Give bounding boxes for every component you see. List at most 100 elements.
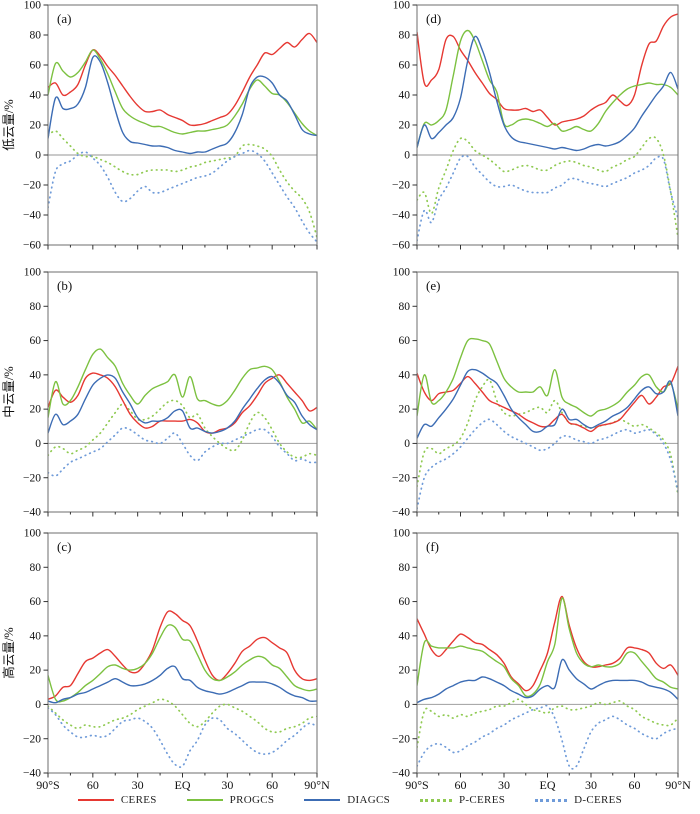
x-tick-label: 90°N: [665, 778, 691, 792]
legend-line-progcs-icon: [186, 799, 223, 801]
panel-label-f: (f): [426, 539, 439, 554]
x-tick-label: EQ: [175, 778, 191, 792]
legend-label-progcs: PROGCS: [229, 794, 275, 806]
legend-dots-p-ceres-icon: [420, 798, 453, 802]
panel-a-frame: [47, 4, 318, 246]
y-tick-label: 100: [24, 528, 42, 540]
legend-label-diagcs: DIAGCS: [347, 794, 391, 806]
y-tick-label: 60: [30, 60, 42, 72]
legend-item-ceres: CERES: [77, 794, 157, 806]
panel-c-series-ceres: [48, 610, 317, 700]
y-tick-label: −60: [23, 240, 41, 252]
panel-f-series-d-ceres: [417, 704, 678, 770]
y-tick-label: −40: [392, 768, 410, 780]
y-axis-title-a: 低云量/%: [2, 99, 16, 150]
panel-d-series-d-ceres: [417, 154, 678, 242]
legend-label-d-ceres: D-CERES: [574, 794, 623, 806]
y-tick-label: 80: [30, 301, 42, 313]
panel-e-frame: [416, 271, 679, 513]
x-tick-label: 60: [455, 778, 467, 792]
y-tick-label: 40: [399, 90, 411, 102]
y-tick-label: 60: [399, 335, 411, 347]
panel-f-series-diagcs: [417, 658, 678, 704]
legend-line-diagcs-icon: [304, 799, 341, 801]
y-tick-label: 60: [30, 596, 42, 608]
y-tick-label: −20: [23, 180, 41, 192]
x-tick-label: 30: [132, 778, 144, 792]
y-tick-label: 0: [404, 699, 410, 711]
panel-e-series-p-ceres: [417, 378, 678, 496]
y-tick-label: 100: [393, 528, 411, 540]
panel-label-e: (e): [426, 278, 440, 293]
y-tick-label: −20: [23, 733, 41, 745]
y-tick-label: 40: [399, 369, 411, 381]
y-tick-label: −20: [23, 472, 41, 484]
y-tick-label: 60: [399, 60, 411, 72]
y-tick-label: 100: [24, 267, 42, 279]
y-tick-label: 80: [30, 30, 42, 42]
legend-dots-d-ceres-icon: [535, 798, 568, 802]
panel-a-series-diagcs: [48, 55, 317, 155]
x-tick-label: 30: [221, 778, 233, 792]
chart-canvas: 100 80 60 40 20 0 −20 −40 −60 (a) 低云量/% 100 80 60 40 20…: [1, 0, 691, 792]
panel-e-series-group: [417, 337, 678, 510]
y-tick-label: 80: [399, 301, 411, 313]
panel-d-series-progcs: [417, 29, 678, 148]
panel-c-frame: [47, 532, 318, 774]
y-tick-label: 40: [399, 630, 411, 642]
panel-b-series-ceres: [48, 372, 317, 434]
y-tick-label: 20: [399, 120, 411, 132]
y-tick-label: −60: [392, 240, 410, 252]
panel-a-series-p-ceres: [48, 130, 317, 239]
y-tick-label: 40: [30, 369, 42, 381]
x-tick-label: 60: [266, 778, 278, 792]
y-axis-title-c: 高云量/%: [1, 627, 16, 678]
x-tick-label: 60: [629, 778, 641, 792]
y-tick-label: −20: [392, 180, 410, 192]
y-tick-label: 20: [30, 665, 42, 677]
panel-label-a: (a): [57, 11, 71, 26]
panel-b: 100 80 60 40 20 0 −20 −40 (b) 中云量/%: [1, 267, 318, 519]
y-tick-label: 100: [393, 267, 411, 279]
y-tick-label: −40: [392, 210, 410, 222]
y-tick-label: 60: [399, 596, 411, 608]
legend-label-p-ceres: P-CERES: [459, 794, 506, 806]
panel-d-series-ceres: [417, 13, 678, 126]
legend-label-ceres: CERES: [120, 794, 157, 806]
y-tick-label: 60: [30, 335, 42, 347]
panel-a: 100 80 60 40 20 0 −20 −40 −60 (a) 低云量/%: [2, 0, 318, 252]
panel-d: 100 80 60 40 20 0 −20 −40 −60 (d): [392, 0, 679, 252]
y-tick-label: 80: [399, 562, 411, 574]
panel-d-series-group: [417, 13, 678, 242]
panel-b-series-d-ceres: [48, 426, 317, 477]
panel-a-series-progcs: [48, 49, 317, 137]
panel-label-c: (c): [57, 539, 71, 554]
panel-b-series-group: [48, 348, 317, 477]
y-tick-label: 0: [404, 438, 410, 450]
y-tick-label: 20: [30, 120, 42, 132]
panel-a-series-group: [48, 32, 317, 243]
y-tick-label: 40: [30, 90, 42, 102]
panel-f-series-p-ceres: [417, 698, 678, 749]
panel-f-series-ceres: [417, 595, 678, 692]
y-tick-label: −40: [23, 768, 41, 780]
panel-label-b: (b): [57, 278, 72, 293]
panel-a-series-d-ceres: [48, 149, 317, 243]
y-tick-label: 0: [35, 699, 41, 711]
y-tick-label: 0: [404, 150, 410, 162]
panel-e-series-progcs: [417, 337, 678, 417]
y-tick-label: 80: [30, 562, 42, 574]
y-tick-label: 0: [35, 438, 41, 450]
y-tick-label: 20: [399, 404, 411, 416]
y-tick-label: 40: [30, 630, 42, 642]
y-tick-label: −40: [392, 507, 410, 519]
y-tick-label: 80: [399, 30, 411, 42]
x-tick-label: EQ: [540, 778, 556, 792]
y-tick-label: 0: [35, 150, 41, 162]
legend: CERES PROGCS DIAGCS P-CERES D-CERES: [0, 794, 700, 806]
x-tick-label: 30: [585, 778, 597, 792]
y-tick-label: 20: [399, 665, 411, 677]
panel-c-series-p-ceres: [48, 698, 317, 734]
